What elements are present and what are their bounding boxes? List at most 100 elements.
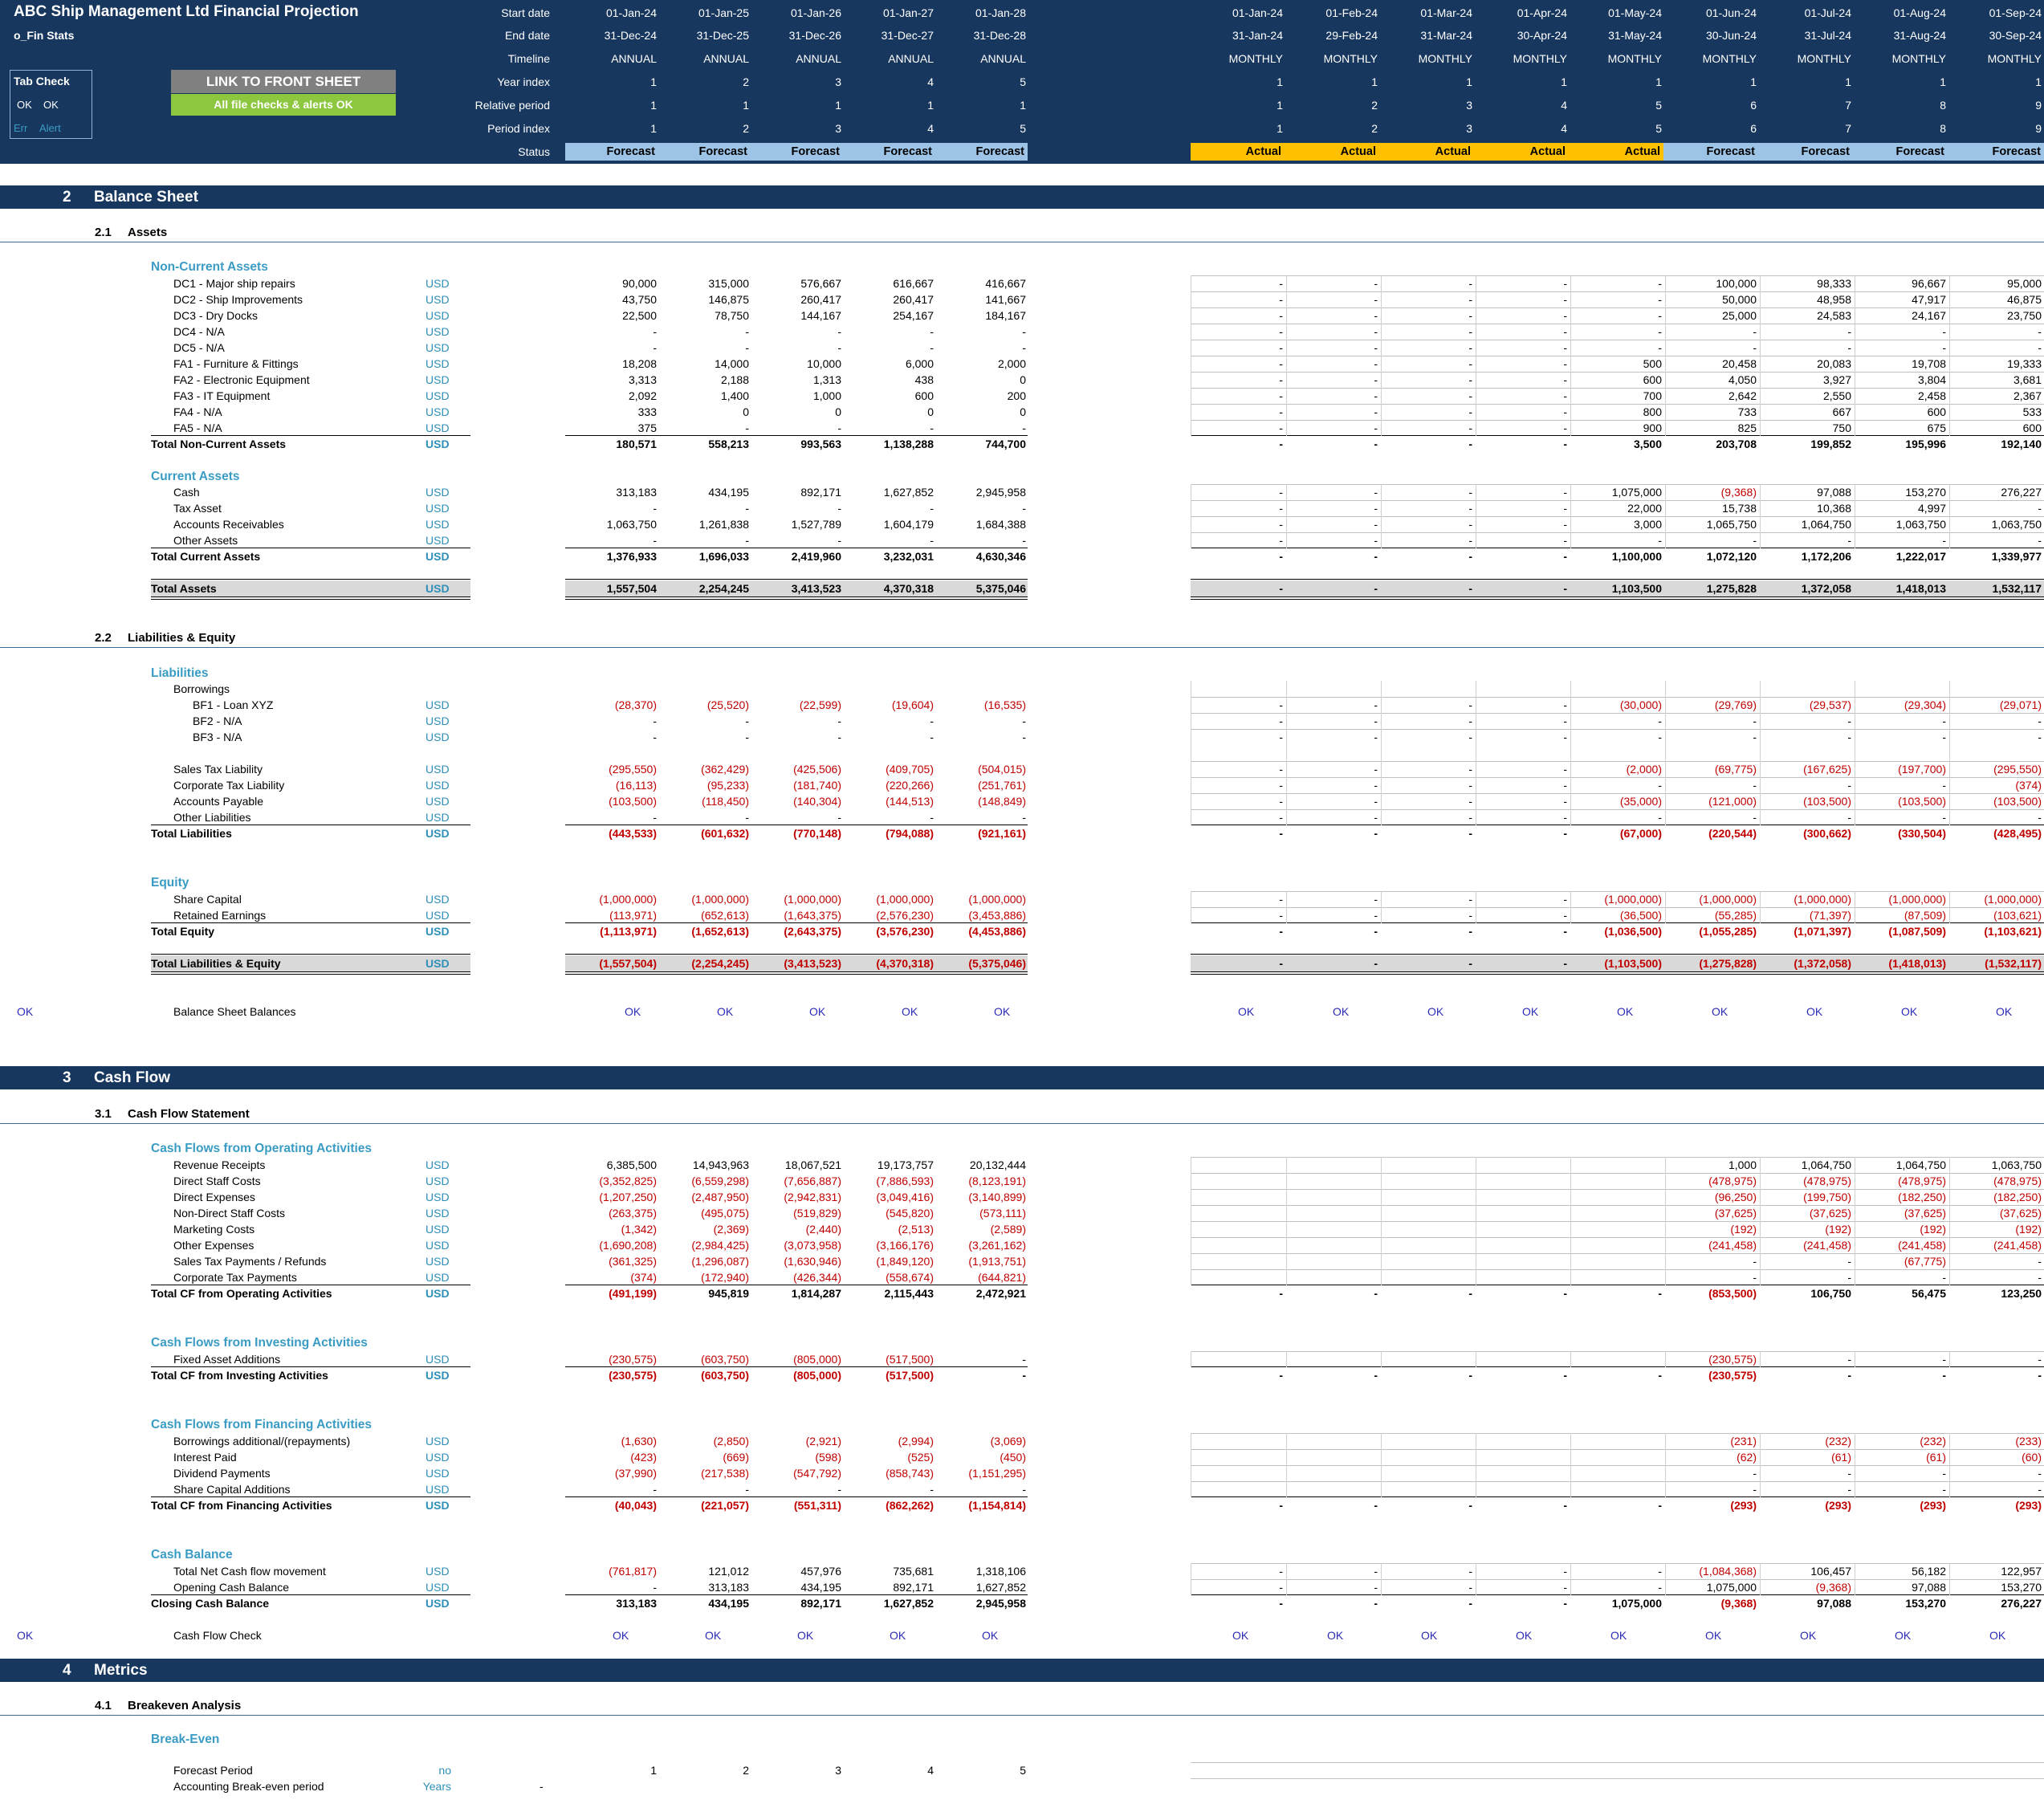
annual-value: (491,199)	[609, 1287, 657, 1300]
monthly-value: (182,250)	[1993, 1191, 2042, 1203]
header-label: Year index	[497, 75, 550, 88]
monthly-value: -	[1563, 309, 1567, 322]
monthly-value: 95,000	[2007, 277, 2042, 290]
total-row-shading	[1191, 955, 2044, 971]
row-label: Corporate Tax Liability	[173, 779, 285, 792]
row-label: DC4 - N/A	[173, 325, 225, 338]
monthly-value: -	[1658, 715, 1662, 727]
subsection-number: 2.1	[95, 226, 112, 239]
annual-value: (2,994)	[898, 1435, 934, 1448]
annual-value: 2,472,921	[975, 1287, 1026, 1300]
grid-line	[1381, 891, 1382, 923]
annual-header-cell: ANNUAL	[796, 52, 841, 65]
row-border	[1191, 1481, 2044, 1482]
monthly-header-cell: 7	[1845, 122, 1851, 135]
unit-label: USD	[425, 1499, 450, 1512]
monthly-value: -	[1374, 827, 1378, 840]
monthly-header-cell: 1	[1750, 75, 1757, 88]
grid-line	[1949, 484, 1950, 548]
link-to-front-sheet-button[interactable]: LINK TO FRONT SHEET	[171, 70, 396, 93]
rule-top	[1191, 1496, 2044, 1497]
monthly-value: -	[1563, 957, 1567, 970]
monthly-value: (300,662)	[1803, 827, 1851, 840]
group-heading: Cash Flows from Operating Activities	[151, 1142, 373, 1155]
monthly-value: -	[1279, 389, 1283, 402]
annual-value: 313,183	[708, 1581, 749, 1594]
annual-value: -	[837, 731, 841, 743]
monthly-value: -	[2038, 1369, 2042, 1382]
row-label: Forecast Period	[173, 1764, 253, 1777]
monthly-value: (167,625)	[1803, 763, 1851, 776]
monthly-header-cell: 31-Mar-24	[1420, 29, 1472, 42]
monthly-value: -	[1468, 1369, 1472, 1382]
annual-value: -	[1022, 811, 1026, 824]
annual-value: (3,576,230)	[876, 925, 934, 938]
annual-value: (16,113)	[615, 779, 657, 792]
annual-value: 260,417	[893, 293, 934, 306]
monthly-value: -	[1468, 486, 1472, 499]
monthly-value: -	[1563, 1499, 1567, 1512]
monthly-value: -	[1753, 1255, 1757, 1268]
monthly-value: (9,368)	[1720, 486, 1757, 499]
annual-value: (3,261,162)	[968, 1239, 1026, 1252]
annual-value: (40,043)	[614, 1499, 657, 1512]
check-ok: OK	[1421, 1629, 1438, 1642]
annual-header-cell: ANNUAL	[611, 52, 657, 65]
monthly-value: 25,000	[1722, 309, 1757, 322]
monthly-value: (29,071)	[1999, 698, 2042, 711]
annual-value: 2,254,245	[698, 582, 749, 595]
monthly-header-cell: 01-Jun-24	[1705, 6, 1757, 19]
monthly-value: -	[1658, 1499, 1662, 1512]
monthly-value: -	[1279, 1581, 1283, 1594]
unit-label: USD	[425, 1565, 450, 1578]
annual-value: (2,513)	[898, 1223, 934, 1236]
monthly-header-cell: 31-Jul-24	[1804, 29, 1851, 42]
rule-top	[151, 954, 470, 955]
monthly-value: (293)	[1825, 1499, 1851, 1512]
monthly-value: -	[1279, 893, 1283, 906]
check-ok: OK	[613, 1629, 629, 1642]
monthly-value: -	[1563, 421, 1567, 434]
annual-header-cell: 01-Jan-27	[882, 6, 934, 19]
monthly-value: -	[1563, 518, 1567, 531]
annual-value: 457,976	[800, 1565, 841, 1578]
row-border	[1191, 713, 2044, 714]
unit-label: USD	[425, 1451, 450, 1464]
grid-line	[1570, 484, 1571, 548]
monthly-value: (2,000)	[1626, 763, 1662, 776]
monthly-value: 1,222,017	[1895, 550, 1946, 563]
unit-label: USD	[425, 1435, 450, 1448]
monthly-header-cell: MONTHLY	[1702, 52, 1757, 65]
monthly-value: 23,750	[2007, 309, 2042, 322]
status-forecast: Forecast	[1758, 143, 1853, 161]
annual-value: (2,440)	[805, 1223, 841, 1236]
annual-value: 2,115,443	[884, 1287, 934, 1300]
annual-value: (921,161)	[978, 827, 1026, 840]
annual-value: -	[745, 534, 749, 547]
monthly-value: (1,372,058)	[1794, 957, 1851, 970]
row-label: FA5 - N/A	[173, 421, 222, 434]
annual-value: 5	[1020, 1764, 1026, 1777]
annual-value: (221,057)	[701, 1499, 749, 1512]
unit-label: USD	[425, 486, 450, 499]
monthly-value: (96,250)	[1714, 1191, 1757, 1203]
annual-value: (644,821)	[978, 1271, 1026, 1284]
annual-header-cell: ANNUAL	[703, 52, 749, 65]
check-flag: OK	[17, 1005, 34, 1018]
row-label: Other Assets	[173, 534, 238, 547]
rule-bottom	[1191, 971, 2044, 972]
monthly-value: -	[1279, 1597, 1283, 1610]
row-label: Borrowings	[173, 682, 230, 695]
monthly-value: 106,750	[1810, 1287, 1851, 1300]
monthly-value: (241,458)	[1993, 1239, 2042, 1252]
status-forecast: Forecast	[751, 143, 843, 161]
annual-value: (251,761)	[978, 779, 1026, 792]
monthly-value: -	[1563, 731, 1567, 743]
total-row-shading	[565, 580, 1028, 597]
annual-header-cell: 5	[1020, 122, 1026, 135]
annual-value: (1,154,814)	[968, 1499, 1026, 1512]
check-ok: OK	[1901, 1005, 1918, 1018]
monthly-value: -	[1847, 1353, 1851, 1366]
row-label: Share Capital Additions	[173, 1483, 291, 1496]
monthly-value: 3,681	[2013, 373, 2042, 386]
